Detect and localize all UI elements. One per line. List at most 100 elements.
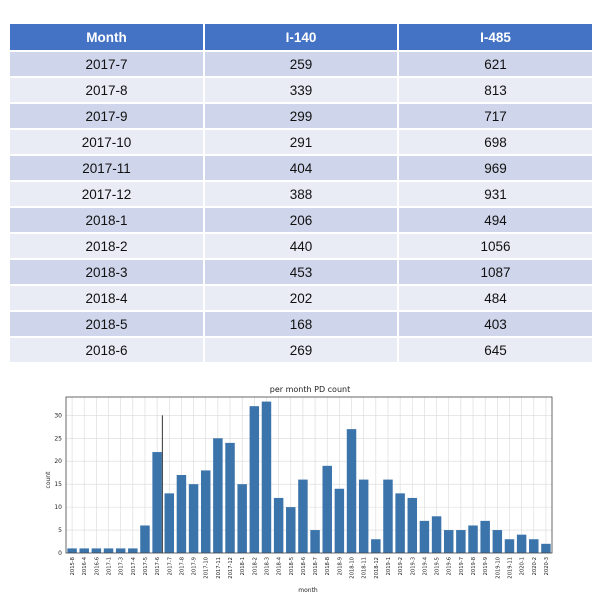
x-tick-label: 2018-1 <box>240 557 246 575</box>
bar <box>286 507 296 553</box>
x-tick-label: 2019-10 <box>495 557 501 579</box>
cell-month: 2018-1 <box>10 206 205 233</box>
x-tick-label: 2019-4 <box>422 556 428 575</box>
bar <box>371 539 381 553</box>
bar <box>480 520 490 553</box>
bar <box>419 520 430 553</box>
bar <box>431 516 442 553</box>
x-tick-label: 2019-5 <box>435 557 441 575</box>
bar <box>273 497 284 553</box>
table-row: 2018-4 202 484 <box>10 284 592 311</box>
x-tick-label: 2020-2 <box>532 557 538 575</box>
bar <box>79 548 89 553</box>
x-tick-label: 2018-10 <box>350 557 356 579</box>
x-tick-label: 2017-1 <box>107 557 113 575</box>
cell-i140: 291 <box>204 128 399 155</box>
x-tick-label: 2018-12 <box>374 557 380 579</box>
x-axis-label: month <box>298 587 318 594</box>
y-tick-label: 10 <box>54 504 62 511</box>
cell-month: 2018-2 <box>10 232 205 259</box>
bar <box>443 530 454 553</box>
cell-month: 2017-10 <box>10 128 205 155</box>
bar <box>115 548 126 553</box>
bar <box>298 479 308 553</box>
bar <box>213 438 223 553</box>
bar <box>261 401 272 553</box>
x-tick-label: 2017-7 <box>167 557 173 575</box>
cell-i485: 494 <box>398 206 592 233</box>
cell-month: 2018-6 <box>10 336 205 362</box>
x-tick-label: 2016-6 <box>94 557 100 575</box>
x-tick-label: 2017-3 <box>119 557 125 575</box>
cell-i140: 168 <box>204 310 399 337</box>
bar <box>456 530 466 553</box>
x-tick-label: 2019-7 <box>459 557 465 575</box>
y-tick-label: 5 <box>58 527 62 534</box>
pd-chart: per month PD count count month 0 5 10 15 20 2… <box>30 380 570 598</box>
x-tick-label: 2017-9 <box>192 557 198 575</box>
cell-i485: 813 <box>398 76 592 103</box>
x-tick-label: 2020-3 <box>544 557 550 575</box>
x-tick-label: 2018-7 <box>313 557 319 575</box>
cell-month: 2018-3 <box>10 258 205 285</box>
cell-i485: 645 <box>398 336 592 362</box>
y-tick-label: 15 <box>54 481 62 488</box>
bar <box>529 539 539 553</box>
table-row: 2018-3 453 1087 <box>10 258 592 285</box>
x-tick-label: 2020-1 <box>520 557 526 575</box>
cell-i140: 206 <box>204 206 399 233</box>
bar <box>164 493 175 553</box>
x-tick-label: 2017-4 <box>131 556 137 575</box>
x-tick-label: 2019-11 <box>507 557 513 579</box>
x-tick-label: 2019-3 <box>410 557 416 575</box>
bar <box>140 525 150 553</box>
x-tick-label: 2018-3 <box>264 557 270 575</box>
x-tick-label: 2017-8 <box>179 557 185 575</box>
table-row: 2017-8 339 813 <box>10 76 592 103</box>
bar <box>504 539 515 553</box>
header-i485: I-485 <box>398 24 592 51</box>
x-tick-label: 2019-1 <box>386 557 392 575</box>
bar <box>346 429 357 553</box>
x-tick-label: 2016-4 <box>82 556 88 575</box>
x-tick-label: 2019-8 <box>471 557 477 575</box>
plot-frame <box>65 396 553 554</box>
x-tick-label: 2018-5 <box>289 557 295 575</box>
cell-i140: 440 <box>204 232 399 259</box>
x-tick-label: 2017-6 <box>155 557 161 575</box>
cell-i485: 931 <box>398 180 592 207</box>
y-tick-label: 20 <box>54 458 62 465</box>
bar <box>395 493 405 553</box>
cell-i485: 717 <box>398 102 592 129</box>
bar <box>334 488 345 553</box>
table-body: 2017-7 259 621 2017-8 339 813 2017-9 299 717 2017… <box>10 50 592 362</box>
chart-title: per month PD count <box>270 385 350 394</box>
table-row: 2017-7 259 621 <box>10 50 592 77</box>
bar <box>67 548 77 553</box>
cell-month: 2018-4 <box>10 284 205 311</box>
cell-month: 2017-12 <box>10 180 205 207</box>
bar <box>541 543 551 553</box>
x-tick-label: 2015-8 <box>70 557 76 575</box>
x-tick-label: 2017-11 <box>216 557 222 579</box>
header-month: Month <box>10 24 205 51</box>
y-axis-label: count <box>45 471 52 489</box>
bar <box>128 548 138 553</box>
bar <box>383 479 393 553</box>
cell-i140: 453 <box>204 258 399 285</box>
table-row: 2018-5 168 403 <box>10 310 592 337</box>
table-row: 2017-11 404 969 <box>10 154 592 181</box>
x-tick-label: 2018-9 <box>337 557 343 575</box>
axis-layer: 0 5 10 15 20 25 30 2015-8 2016-4 2016-6 2017-1 2017… <box>54 396 553 579</box>
cell-i485: 698 <box>398 128 592 155</box>
cell-month: 2018-5 <box>10 310 205 337</box>
bar <box>358 479 369 553</box>
table-row: 2018-6 269 645 <box>10 336 592 362</box>
bars-layer <box>67 401 551 553</box>
cell-i485: 969 <box>398 154 592 181</box>
y-tick-label: 30 <box>54 412 62 419</box>
pd-table-container: Month I-140 I-485 2017-7 259 621 2017-8 339 8… <box>10 24 592 362</box>
cell-month: 2017-9 <box>10 102 205 129</box>
x-tick-label: 2019-9 <box>483 557 489 575</box>
pd-chart-svg: per month PD count count month 051015202… <box>45 385 553 594</box>
